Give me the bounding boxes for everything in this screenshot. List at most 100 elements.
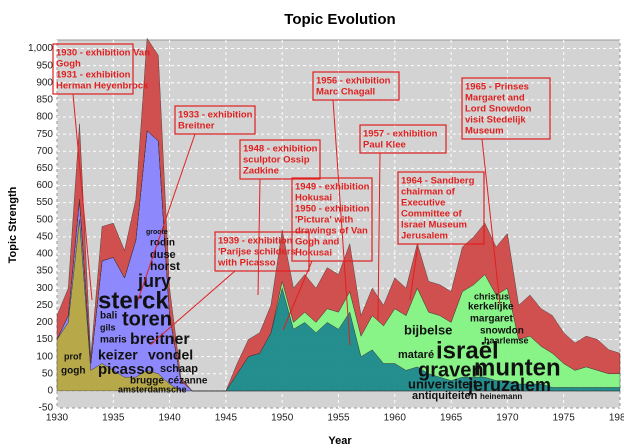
- annotation-text: 1949 - exhibition: [295, 182, 370, 193]
- annotation-text: sculptor Ossip: [243, 155, 310, 166]
- topic-word: breitner: [130, 331, 190, 348]
- annotation-text: 'Parijse schilders': [218, 247, 298, 258]
- topic-word: vondel: [148, 347, 193, 363]
- y-tick-label: 700: [36, 146, 53, 157]
- annotation-box: [312, 71, 400, 101]
- topic-word: duse: [150, 249, 176, 261]
- y-tick-label: 900: [36, 77, 53, 88]
- y-tick-label: 600: [36, 180, 53, 191]
- topic-word: jeruzalem: [467, 375, 551, 395]
- y-tick-label: 800: [36, 112, 53, 123]
- y-tick-label: 50: [42, 368, 54, 379]
- annotation-text: 1939 - exhibition: [218, 236, 293, 247]
- annotation-text: drawings of Van: [295, 226, 368, 237]
- annotation-text: Museum: [465, 126, 504, 137]
- annotation-pointer: [377, 152, 381, 321]
- annotation-text: Breitner: [178, 121, 215, 132]
- annotation-box: [174, 105, 256, 135]
- y-tick-label: 250: [36, 300, 53, 311]
- x-tick-label: 1970: [496, 413, 519, 424]
- y-tick-label: 150: [36, 334, 53, 345]
- annotation-pointer: [332, 99, 351, 346]
- topic-word: toren: [122, 308, 172, 330]
- annotation-pointer: [481, 138, 501, 306]
- topic-word: amsterdamsche: [118, 384, 187, 394]
- annotation-pointer: [72, 93, 93, 301]
- topic-word: mataré: [398, 349, 434, 361]
- x-tick-label: 1980: [609, 413, 624, 424]
- y-tick-label: 300: [36, 283, 53, 294]
- annotation-text: Margaret and: [465, 93, 525, 104]
- annotation-text: Lord Snowdon: [465, 104, 532, 115]
- x-tick-label: 1955: [327, 413, 350, 424]
- topic-word: margaret: [470, 314, 513, 325]
- annotation-text: 1950 - exhibition: [295, 204, 370, 215]
- topic-word: bijbelse: [404, 322, 452, 337]
- topic-word: prof: [64, 351, 82, 361]
- annotation-text: Israel Museum: [401, 220, 467, 231]
- topic-word: universiteit: [408, 376, 478, 391]
- annotation-pointer: [409, 243, 419, 301]
- topic-word: maris: [100, 335, 127, 346]
- x-tick-label: 1965: [440, 413, 463, 424]
- x-tick-label: 1940: [158, 413, 181, 424]
- annotation-box: [291, 177, 373, 262]
- annotation-text: Paul Klee: [363, 140, 406, 151]
- annotation-text: 1930 - exhibition Van: [56, 48, 150, 59]
- annotation-text: 1957 - exhibition: [363, 129, 438, 140]
- annotation-text: 1964 - Sandberg: [401, 176, 475, 187]
- topic-word: munten: [474, 354, 561, 381]
- topic-word: sterck: [98, 287, 169, 314]
- topic-word: haarlemse: [484, 335, 529, 345]
- y-tick-label: 450: [36, 231, 53, 242]
- topic-word: christus: [474, 291, 509, 301]
- annotation-box: [214, 231, 310, 272]
- annotation-text: Hokusai: [295, 248, 332, 259]
- annotation-box: [52, 43, 134, 95]
- annotation-text: Zadkine: [243, 166, 279, 177]
- annotation-pointer: [257, 178, 261, 296]
- chart-title: Topic Evolution: [284, 11, 395, 28]
- topic-word: brugge: [130, 376, 164, 387]
- y-tick-label: 500: [36, 214, 53, 225]
- y-axis-label: Topic Strength: [7, 186, 19, 263]
- topic-word: kerkelijke: [468, 302, 514, 313]
- topic-word: schaap: [160, 363, 198, 375]
- y-tick-label: -50: [39, 403, 54, 414]
- annotation-box: [397, 171, 485, 245]
- annotation-pointer: [137, 133, 196, 301]
- y-tick-label: 950: [36, 60, 53, 71]
- topic-word: gogh: [61, 366, 85, 377]
- annotation-text: Committee of: [401, 209, 463, 220]
- area: [56, 37, 621, 392]
- y-tick-label: 650: [36, 163, 53, 174]
- y-tick-label: 1,000: [28, 43, 53, 54]
- annotation-box: [359, 124, 447, 154]
- topic-word: jury: [137, 271, 171, 291]
- y-tick-label: 850: [36, 95, 53, 106]
- annotation-text: Marc Chagall: [316, 87, 375, 98]
- annotation-text: Jerusalem: [401, 231, 448, 242]
- annotation-text: with Picasso: [217, 258, 276, 269]
- topic-word: graven: [418, 359, 484, 381]
- annotation-text: 1931 - exhibition: [56, 70, 131, 81]
- y-tick-label: 200: [36, 317, 53, 328]
- annotation-text: Gogh and: [295, 237, 340, 248]
- annotation-text: 1956 - exhibition: [316, 76, 391, 87]
- topic-word: picasso: [98, 361, 154, 378]
- annotation-box: [461, 77, 551, 140]
- x-tick-label: 1930: [46, 413, 69, 424]
- y-tick-label: 750: [36, 129, 53, 140]
- x-tick-label: 1935: [102, 413, 125, 424]
- annotation-text: Executive: [401, 198, 445, 209]
- x-tick-label: 1960: [384, 413, 407, 424]
- annotation-box: [239, 139, 321, 180]
- topic-word: snowdon: [480, 326, 524, 337]
- y-tick-label: 350: [36, 266, 53, 277]
- topic-word: rodin: [150, 238, 175, 249]
- annotation-text: chairman of: [401, 187, 456, 198]
- x-axis-label: Year: [328, 435, 352, 447]
- annotation-text: 'Pictura' with: [295, 215, 354, 226]
- x-tick-label: 1975: [553, 413, 576, 424]
